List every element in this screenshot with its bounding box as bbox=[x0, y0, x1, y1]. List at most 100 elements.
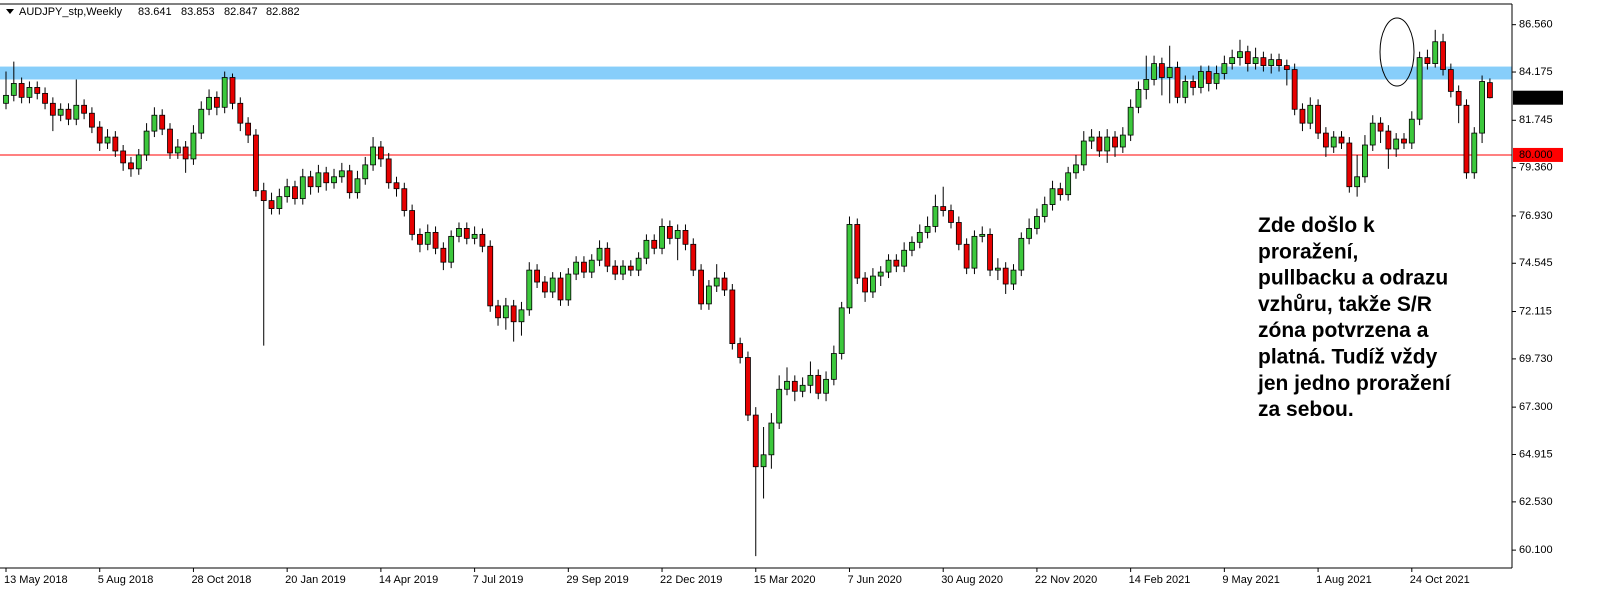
candle-body bbox=[877, 271, 884, 277]
x-tick-label: 29 Sep 2019 bbox=[566, 574, 628, 586]
candle-body bbox=[1401, 138, 1407, 144]
candle-body bbox=[1487, 82, 1493, 99]
candle-body bbox=[760, 454, 767, 468]
header-close: 82.882 bbox=[266, 6, 300, 18]
x-tick-label: 7 Jul 2019 bbox=[473, 574, 524, 586]
candle-body bbox=[174, 146, 181, 154]
candle-body bbox=[292, 186, 298, 200]
candle-body bbox=[1455, 90, 1462, 106]
candle-body bbox=[151, 114, 158, 132]
candle-body bbox=[854, 224, 861, 279]
candle-body bbox=[167, 128, 173, 154]
candle-body bbox=[307, 176, 314, 188]
menu-arrow[interactable] bbox=[6, 9, 14, 14]
candle-body bbox=[1010, 269, 1017, 285]
candle-body bbox=[979, 233, 986, 237]
candle-body bbox=[1135, 89, 1142, 108]
y-tick-label: 84.175 bbox=[1519, 66, 1553, 78]
candle-body bbox=[1065, 172, 1072, 196]
candle-body bbox=[198, 108, 205, 134]
candle-body bbox=[768, 422, 775, 456]
candle-body bbox=[440, 247, 447, 263]
candle-body bbox=[96, 126, 103, 144]
candle-body bbox=[971, 235, 978, 269]
candle-body bbox=[1283, 65, 1290, 70]
y-tick-label: 74.545 bbox=[1519, 257, 1553, 269]
level-price-label: 80.000 bbox=[1519, 149, 1553, 161]
candle-body bbox=[565, 273, 572, 301]
candle-body bbox=[885, 259, 892, 273]
candle-body bbox=[830, 353, 837, 380]
candle-body bbox=[1471, 132, 1478, 174]
x-tick-label: 24 Oct 2021 bbox=[1410, 574, 1470, 586]
header-low: 82.847 bbox=[224, 6, 258, 18]
annotation-line: platná. Tudíž vždy bbox=[1258, 346, 1438, 369]
candle-body bbox=[706, 285, 712, 305]
candle-body bbox=[81, 104, 87, 114]
candle-body bbox=[323, 172, 330, 184]
candle-body bbox=[526, 269, 533, 311]
x-tick-label: 28 Oct 2018 bbox=[191, 574, 251, 586]
x-tick-label: 30 Aug 2020 bbox=[941, 574, 1003, 586]
candle-body bbox=[1213, 73, 1220, 84]
candle-body bbox=[49, 102, 56, 116]
candle-body bbox=[1338, 136, 1345, 144]
level-price-box bbox=[1513, 147, 1563, 162]
candle-body bbox=[237, 102, 244, 124]
candle-body bbox=[1315, 104, 1321, 134]
y-tick-label: 79.360 bbox=[1519, 162, 1553, 174]
candle-body bbox=[1221, 63, 1228, 74]
candle-body bbox=[159, 114, 166, 130]
candle-body bbox=[1354, 176, 1361, 188]
candle-body bbox=[1041, 204, 1048, 217]
candle-body bbox=[495, 305, 501, 319]
candle-body bbox=[3, 94, 9, 104]
annotation-line: proražení, bbox=[1258, 240, 1358, 263]
candle-body bbox=[1369, 122, 1376, 146]
candle-body bbox=[729, 289, 736, 344]
candle-body bbox=[1174, 67, 1181, 98]
candle-body bbox=[370, 146, 376, 166]
candle-body bbox=[1447, 69, 1454, 92]
candle-body bbox=[128, 162, 134, 170]
candle-body bbox=[1362, 144, 1368, 178]
header-open: 83.641 bbox=[138, 6, 172, 18]
candle-body bbox=[502, 305, 509, 319]
candle-body bbox=[456, 228, 462, 237]
annotation-line: pullbacku a odrazu bbox=[1258, 267, 1448, 290]
candle-body bbox=[994, 267, 1001, 271]
header-high: 83.853 bbox=[181, 6, 215, 18]
candle-body bbox=[1479, 81, 1485, 134]
candle-body bbox=[1096, 136, 1103, 152]
candle-body bbox=[659, 226, 665, 249]
candle-body bbox=[620, 265, 626, 275]
candle-body bbox=[1205, 71, 1212, 84]
candle-body bbox=[573, 261, 580, 275]
candle-body bbox=[65, 108, 72, 120]
candle-body bbox=[34, 87, 41, 94]
candle-body bbox=[1377, 122, 1384, 132]
candle-body bbox=[104, 136, 111, 144]
current-price-box bbox=[1513, 90, 1563, 105]
candle-body bbox=[909, 241, 915, 251]
y-tick-label: 62.530 bbox=[1519, 496, 1553, 508]
candle-body bbox=[776, 388, 783, 424]
candle-body bbox=[432, 231, 439, 249]
symbol-label: AUDJPY_stp,Weekly bbox=[19, 6, 123, 18]
x-tick-label: 14 Apr 2019 bbox=[379, 574, 438, 586]
candle-body bbox=[73, 104, 80, 120]
x-tick-label: 9 May 2021 bbox=[1222, 574, 1279, 586]
candle-body bbox=[143, 130, 150, 156]
candle-body bbox=[901, 249, 908, 267]
candle-body bbox=[1432, 41, 1439, 64]
candle-body bbox=[206, 96, 212, 110]
candle-body bbox=[245, 122, 252, 136]
candle-body bbox=[643, 239, 650, 259]
annotation-line: vzhůru, takže S/R bbox=[1258, 293, 1432, 316]
candle-body bbox=[1112, 136, 1118, 148]
candle-body bbox=[1190, 81, 1197, 88]
candle-body bbox=[42, 92, 48, 104]
candle-body bbox=[377, 146, 384, 160]
candle-body bbox=[1182, 81, 1189, 98]
candle-body bbox=[424, 231, 431, 245]
